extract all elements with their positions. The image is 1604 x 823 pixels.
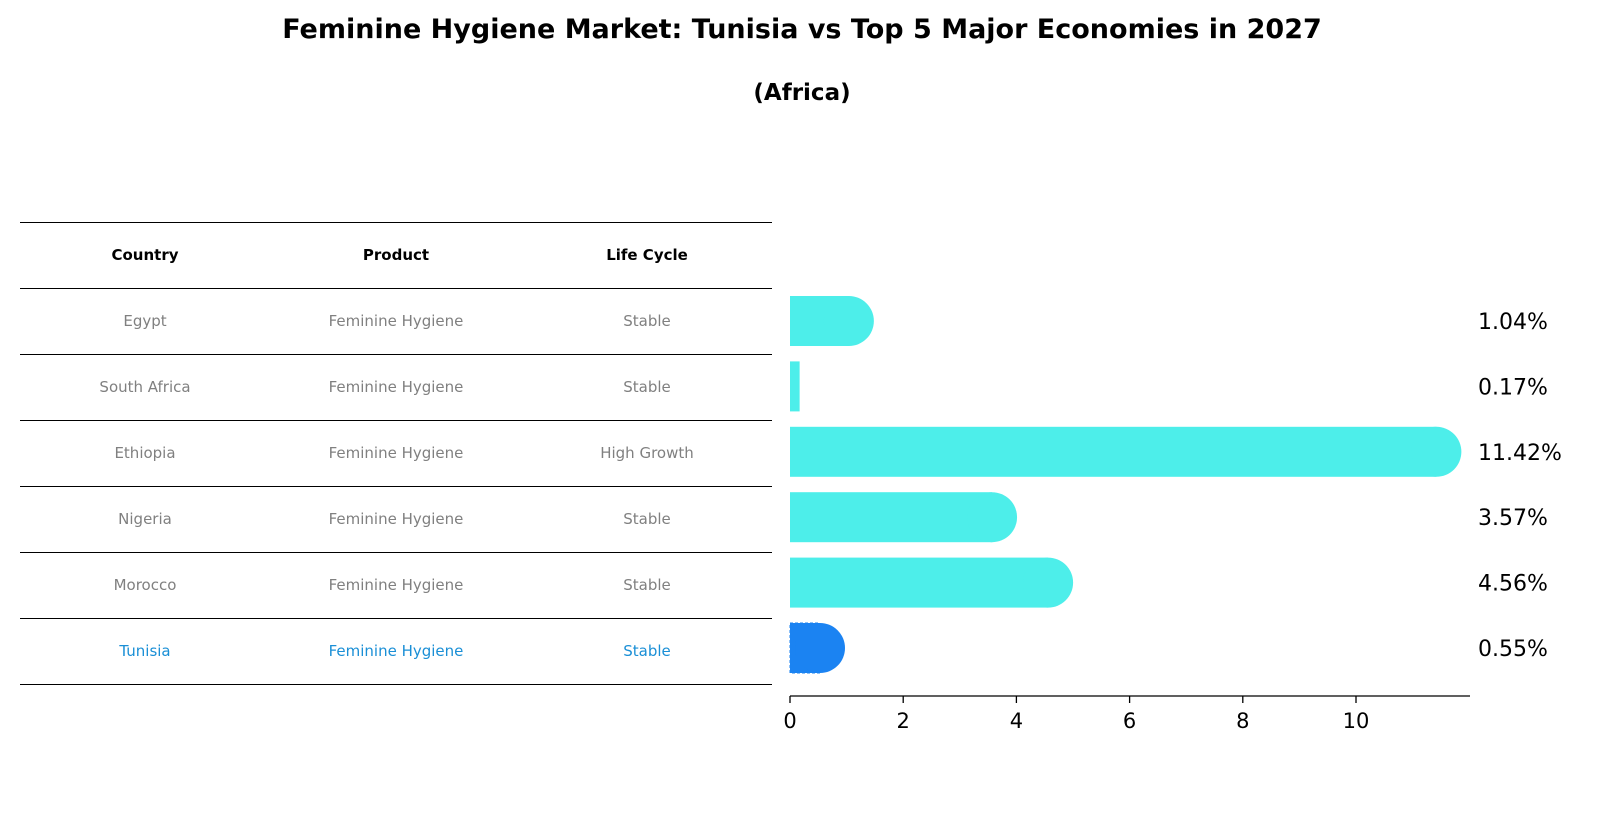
- table-rule: [20, 684, 772, 685]
- x-tick-label-4: 4: [1010, 709, 1023, 733]
- table-row-highlighted: Tunisia Feminine Hygiene Stable: [20, 618, 772, 684]
- cell-country: South Africa: [99, 378, 191, 396]
- x-tick-label-0: 0: [783, 709, 796, 733]
- data-label-south-africa: 0.17%: [1478, 375, 1548, 400]
- table-row: Egypt Feminine Hygiene Stable: [20, 288, 772, 354]
- chart-title: Feminine Hygiene Market: Tunisia vs Top …: [282, 14, 1322, 45]
- cell-product: Feminine Hygiene: [328, 510, 464, 528]
- bar-nigeria: [790, 492, 993, 543]
- x-tick-label-6: 6: [1123, 709, 1136, 733]
- bar-cap-nigeria: [967, 492, 1018, 543]
- x-tick-label-2: 2: [897, 709, 910, 733]
- table-row: Nigeria Feminine Hygiene Stable: [20, 486, 772, 552]
- cell-life-cycle: Stable: [623, 312, 671, 330]
- data-label-morocco: 4.56%: [1478, 572, 1548, 597]
- cell-country: Egypt: [123, 312, 167, 330]
- table-rule: [20, 486, 772, 487]
- cell-life-cycle: Stable: [623, 642, 671, 660]
- table-row: Morocco Feminine Hygiene Stable: [20, 552, 772, 618]
- bar-cap-tunisia: [795, 623, 845, 673]
- bar-ethiopia: [790, 426, 1437, 477]
- table-row: South Africa Feminine Hygiene Stable: [20, 354, 772, 420]
- table-rule: [20, 552, 772, 553]
- header-life-cycle: Life Cycle: [606, 246, 688, 264]
- cell-life-cycle: Stable: [623, 378, 671, 396]
- bar-cap-ethiopia: [1411, 426, 1462, 477]
- bar-morocco: [790, 557, 1049, 608]
- cell-country: Nigeria: [118, 510, 172, 528]
- table-rule: [20, 420, 772, 421]
- cell-product: Feminine Hygiene: [328, 378, 464, 396]
- data-label-egypt: 1.04%: [1478, 310, 1548, 335]
- cell-life-cycle: Stable: [623, 510, 671, 528]
- cell-country: Ethiopia: [114, 444, 176, 462]
- bar-cap-morocco: [1023, 557, 1074, 608]
- cell-product: Feminine Hygiene: [328, 642, 464, 660]
- cell-product: Feminine Hygiene: [328, 312, 464, 330]
- cell-life-cycle: Stable: [623, 576, 671, 594]
- data-label-ethiopia: 11.42%: [1478, 441, 1562, 466]
- cell-life-cycle: High Growth: [600, 444, 694, 462]
- table-rule: [20, 288, 772, 289]
- chart-subtitle: (Africa): [753, 80, 851, 106]
- table-rule: [20, 222, 772, 223]
- cell-country: Tunisia: [119, 642, 171, 660]
- cell-product: Feminine Hygiene: [328, 576, 464, 594]
- bar-south-africa: [790, 361, 800, 412]
- cell-product: Feminine Hygiene: [328, 444, 464, 462]
- x-tick-label-8: 8: [1236, 709, 1249, 733]
- bar-cap-egypt: [823, 296, 874, 346]
- table-rule: [20, 354, 772, 355]
- data-label-tunisia: 0.55%: [1478, 637, 1548, 662]
- header-country: Country: [111, 246, 179, 264]
- data-label-nigeria: 3.57%: [1478, 506, 1548, 531]
- header-product: Product: [362, 246, 430, 264]
- x-tick-label-10: 10: [1343, 709, 1370, 733]
- cell-country: Morocco: [113, 576, 177, 594]
- table-header-row: Country Product Life Cycle: [20, 222, 772, 288]
- table-row: Ethiopia Feminine Hygiene High Growth: [20, 420, 772, 486]
- table-rule: [20, 618, 772, 619]
